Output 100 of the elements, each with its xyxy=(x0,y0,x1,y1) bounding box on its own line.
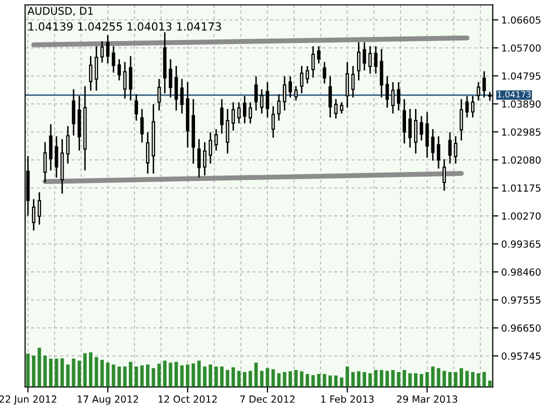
bar xyxy=(186,364,190,387)
candlestick xyxy=(431,129,435,161)
candlestick xyxy=(346,62,349,108)
candlestick xyxy=(368,46,372,74)
candlestick xyxy=(448,132,452,164)
bar xyxy=(260,370,264,387)
bar xyxy=(391,370,395,387)
candlestick xyxy=(237,102,241,124)
bar xyxy=(465,370,469,387)
bar xyxy=(396,372,400,387)
bar xyxy=(220,366,224,387)
bar xyxy=(454,372,458,387)
bar xyxy=(431,366,435,387)
candlestick xyxy=(32,199,36,231)
y-tick-label: 1.03890 xyxy=(502,100,541,108)
candlestick xyxy=(442,159,446,191)
bar xyxy=(157,364,161,387)
x-tick-label: 17 Aug 2012 xyxy=(78,395,138,405)
y-tick-label: 1.05700 xyxy=(502,44,541,52)
bar xyxy=(282,372,286,387)
x-tick-label: 29 Mar 2013 xyxy=(397,395,458,403)
bar xyxy=(43,356,47,387)
candlestick xyxy=(214,129,218,151)
x-tick-label: 12 Oct 2012 xyxy=(158,395,217,403)
candlestick xyxy=(254,76,258,110)
candlestick xyxy=(402,99,406,144)
candlestick xyxy=(118,59,121,80)
bar xyxy=(306,374,310,387)
bar xyxy=(128,362,132,387)
candlestick xyxy=(374,46,378,74)
candlestick xyxy=(174,66,178,110)
bar xyxy=(248,370,252,387)
bar xyxy=(49,358,52,387)
candlestick xyxy=(94,46,98,91)
candlestick xyxy=(282,76,286,110)
bar xyxy=(448,372,452,387)
bar xyxy=(117,366,121,387)
bar xyxy=(277,373,281,387)
bar xyxy=(123,366,127,387)
bar xyxy=(425,372,429,387)
bar xyxy=(66,364,70,387)
candlestick xyxy=(266,82,270,118)
y-tick-label: 1.04795 xyxy=(502,72,540,80)
candlestick xyxy=(482,71,486,98)
candlestick xyxy=(146,132,150,174)
bar xyxy=(288,371,292,387)
bar xyxy=(436,368,440,387)
bar xyxy=(334,376,338,387)
bar xyxy=(94,357,98,387)
bar xyxy=(88,352,92,387)
bar xyxy=(214,366,218,387)
x-tick-label: 1 Feb 2013 xyxy=(321,395,374,403)
bar xyxy=(146,364,150,387)
bar xyxy=(442,370,446,387)
candlestick xyxy=(454,136,458,164)
candlestick xyxy=(208,132,212,164)
bar xyxy=(488,380,492,387)
candlestick xyxy=(362,42,366,71)
y-tick-label: 0.96650 xyxy=(502,324,541,332)
bar xyxy=(208,364,212,387)
bar xyxy=(362,372,366,387)
candlestick xyxy=(226,109,230,154)
bar xyxy=(346,366,350,387)
bar xyxy=(192,363,196,387)
candlestick xyxy=(242,96,246,124)
candlestick xyxy=(340,102,344,114)
candlestick xyxy=(294,86,298,101)
candlestick xyxy=(43,142,47,183)
y-tick-label: 0.97555 xyxy=(502,296,540,304)
bar xyxy=(402,370,406,387)
bar xyxy=(100,360,104,387)
bar xyxy=(180,365,184,387)
bar xyxy=(414,373,418,387)
bar xyxy=(356,371,360,387)
candlestick xyxy=(317,46,320,64)
bar xyxy=(174,362,178,387)
candlestick xyxy=(112,46,116,73)
bar xyxy=(471,372,474,387)
candlestick xyxy=(88,56,92,91)
candlestick xyxy=(248,102,252,124)
bar xyxy=(460,368,464,387)
y-tick-label: 1.00270 xyxy=(502,212,541,220)
candlestick xyxy=(140,109,144,143)
bar xyxy=(226,370,230,387)
x-tick-label: 7 Dec 2012 xyxy=(240,395,294,403)
candlestick xyxy=(322,62,326,84)
bar xyxy=(482,372,486,387)
candlestick xyxy=(386,76,389,108)
bar xyxy=(311,375,315,387)
bar xyxy=(232,367,235,387)
candlestick xyxy=(66,126,70,164)
candlestick xyxy=(460,99,464,140)
candlestick xyxy=(106,35,110,64)
candlestick xyxy=(123,62,127,99)
y-tick-label: 0.95745 xyxy=(502,352,540,360)
bar xyxy=(134,366,138,387)
bar xyxy=(72,358,76,387)
candlestick xyxy=(476,82,480,101)
bar xyxy=(476,373,480,387)
candlestick xyxy=(396,82,400,110)
